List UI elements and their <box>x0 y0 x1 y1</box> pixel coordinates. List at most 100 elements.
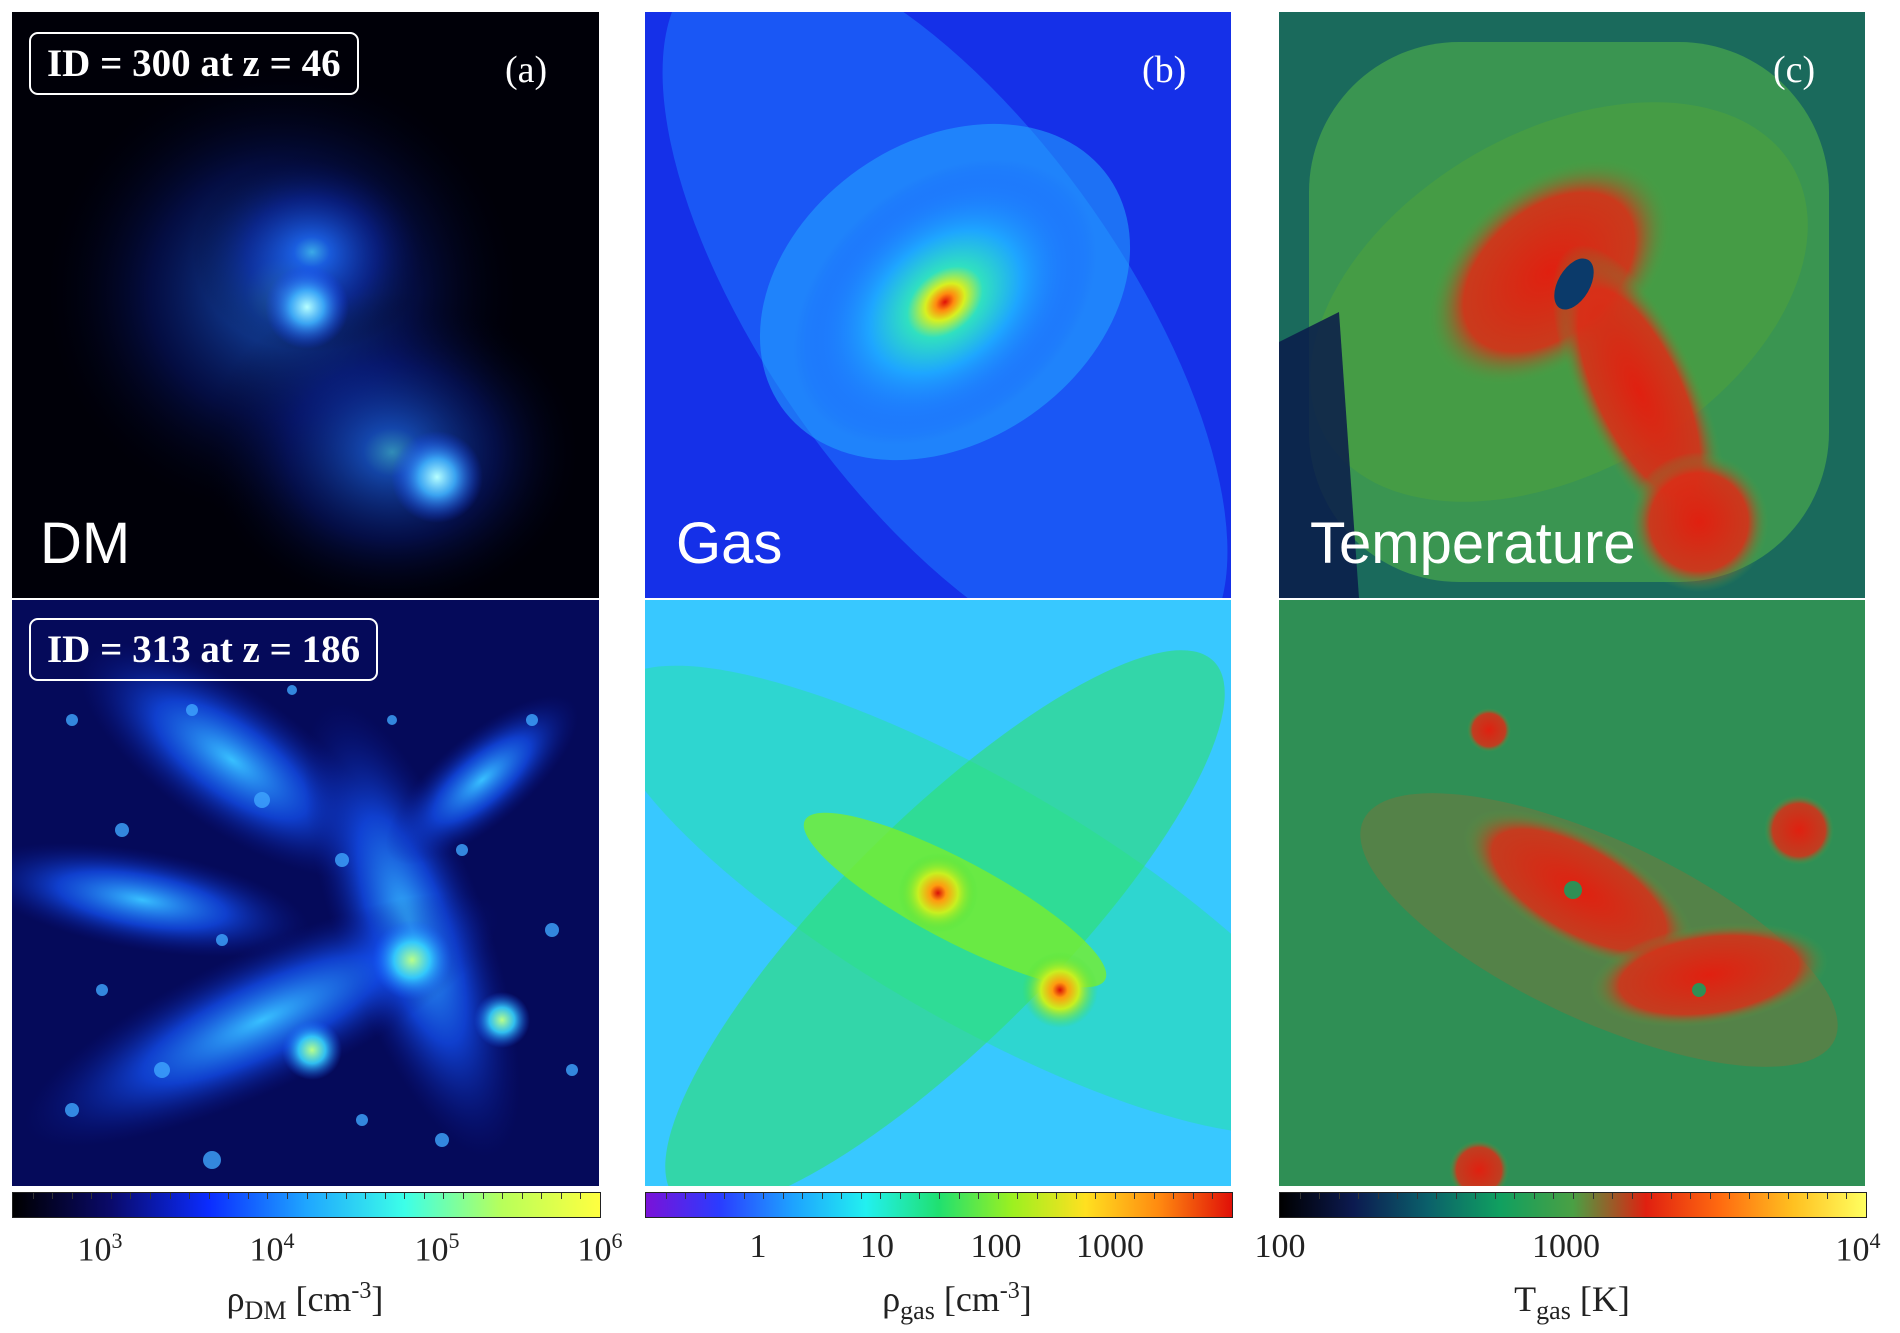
dm-top-image <box>12 12 599 598</box>
colorbar-tick <box>1134 1193 1136 1199</box>
colorbar-tick <box>149 1193 151 1199</box>
colorbar-tick <box>1056 1193 1058 1199</box>
dm-tick-label: 106 <box>577 1228 623 1269</box>
colorbar-tick <box>365 1193 367 1199</box>
colorbar-tick <box>763 1193 765 1199</box>
colorbar-tick <box>1075 1193 1077 1199</box>
colorbar-tick <box>1319 1193 1321 1199</box>
temperature-top-image <box>1279 12 1865 598</box>
colorbar-tick <box>1358 1193 1360 1199</box>
dm-colorbar-label: ρDM [cm-3] <box>226 1278 384 1326</box>
dm-tick-label: 105 <box>414 1228 460 1269</box>
colorbar-tick <box>189 1193 191 1199</box>
colorbar-tick <box>306 1193 308 1199</box>
colorbar-tick <box>1192 1193 1194 1199</box>
gas-title: Gas <box>676 511 783 576</box>
colorbar-tick <box>1709 1193 1711 1199</box>
panel-tag-a: (a) <box>505 49 548 91</box>
colorbar-tick <box>1553 1193 1555 1199</box>
colorbar-tick <box>91 1193 93 1199</box>
gas-colorbar-label: ρgas [cm-3] <box>882 1278 1032 1326</box>
gas-bottom-image <box>645 600 1231 1186</box>
panel-tag-b: (b) <box>1142 49 1187 91</box>
temperature-tick-label: 100 <box>1254 1228 1306 1265</box>
colorbar-tick <box>1748 1193 1750 1199</box>
dm-title: DM <box>40 511 131 576</box>
gas-tick-label: 10 <box>860 1228 894 1265</box>
colorbar-tick <box>919 1193 921 1199</box>
temperature-tick-label: 104 <box>1835 1228 1881 1269</box>
colorbar-tick <box>423 1193 425 1199</box>
colorbar-tick <box>267 1193 269 1199</box>
colorbar-tick <box>110 1193 112 1199</box>
colorbar-tick <box>71 1193 73 1199</box>
gas-tick-label: 100 <box>970 1228 1022 1265</box>
colorbar-tick <box>1690 1193 1692 1199</box>
colorbar-tick <box>345 1193 347 1199</box>
gas-top-image <box>645 12 1231 598</box>
colorbar-tick <box>1729 1193 1731 1199</box>
colorbar-tick <box>1212 1193 1214 1199</box>
temperature-bottom-image <box>1279 600 1865 1186</box>
colorbar-tick <box>665 1193 667 1199</box>
temperature-tick-label: 1000 <box>1532 1228 1600 1265</box>
colorbar-tick <box>1455 1193 1457 1199</box>
dm-tick-label: 103 <box>77 1228 123 1269</box>
colorbar-tick <box>1768 1193 1770 1199</box>
dm-bottom-image <box>12 600 599 1186</box>
colorbar-tick <box>169 1193 171 1199</box>
gas-colorbar <box>645 1192 1233 1218</box>
colorbar-tick <box>1651 1193 1653 1199</box>
colorbar-tick <box>782 1193 784 1199</box>
colorbar-tick <box>1036 1193 1038 1199</box>
colorbar-tick <box>860 1193 862 1199</box>
temperature-title: Temperature <box>1310 511 1636 576</box>
colorbar-tick <box>228 1193 230 1199</box>
colorbar-tick <box>560 1193 562 1199</box>
colorbar-tick <box>685 1193 687 1199</box>
colorbar-tick <box>384 1193 386 1199</box>
colorbar-tick <box>1299 1193 1301 1199</box>
colorbar-tick <box>482 1193 484 1199</box>
colorbar-tick <box>521 1193 523 1199</box>
colorbar-tick <box>286 1193 288 1199</box>
colorbar-tick <box>997 1193 999 1199</box>
colorbar-tick <box>802 1193 804 1199</box>
colorbar-tick <box>1631 1193 1633 1199</box>
gas-tick-label: 1 <box>749 1228 767 1265</box>
temperature-colorbar <box>1279 1192 1867 1218</box>
colorbar-tick <box>1514 1193 1516 1199</box>
colorbar-tick <box>1533 1193 1535 1199</box>
colorbar-tick <box>443 1193 445 1199</box>
colorbar-tick <box>880 1193 882 1199</box>
halo-id-label-bottom: ID = 313 at z = 186 <box>29 618 379 681</box>
colorbar-tick <box>326 1193 328 1199</box>
colorbar-tick <box>1416 1193 1418 1199</box>
colorbar-tick <box>541 1193 543 1199</box>
colorbar-tick <box>939 1193 940 1199</box>
colorbar-tick <box>130 1193 132 1199</box>
colorbar-tick <box>247 1193 249 1199</box>
colorbar-tick <box>32 1193 34 1199</box>
colorbar-tick <box>958 1193 960 1199</box>
colorbar-tick <box>1017 1193 1019 1199</box>
colorbar-tick <box>1573 1193 1574 1199</box>
panel-tag-c: (c) <box>1773 49 1816 91</box>
colorbar-tick <box>1173 1193 1175 1199</box>
colorbar-tick <box>1377 1193 1379 1199</box>
colorbar-tick <box>1397 1193 1399 1199</box>
colorbar-tick <box>704 1193 706 1199</box>
colorbar-tick <box>1475 1193 1477 1199</box>
colorbar-tick <box>1114 1193 1116 1199</box>
colorbar-tick <box>724 1193 726 1199</box>
colorbar-tick <box>743 1193 745 1199</box>
colorbar-tick <box>1095 1193 1097 1199</box>
colorbar-tick <box>52 1193 54 1199</box>
colorbar-tick <box>1670 1193 1672 1199</box>
halo-id-label-top: ID = 300 at z = 46 <box>29 32 359 95</box>
colorbar-tick <box>463 1193 465 1199</box>
colorbar-tick <box>1592 1193 1594 1199</box>
colorbar-tick <box>1338 1193 1340 1199</box>
colorbar-tick <box>580 1193 582 1199</box>
dm-colorbar <box>12 1192 601 1218</box>
